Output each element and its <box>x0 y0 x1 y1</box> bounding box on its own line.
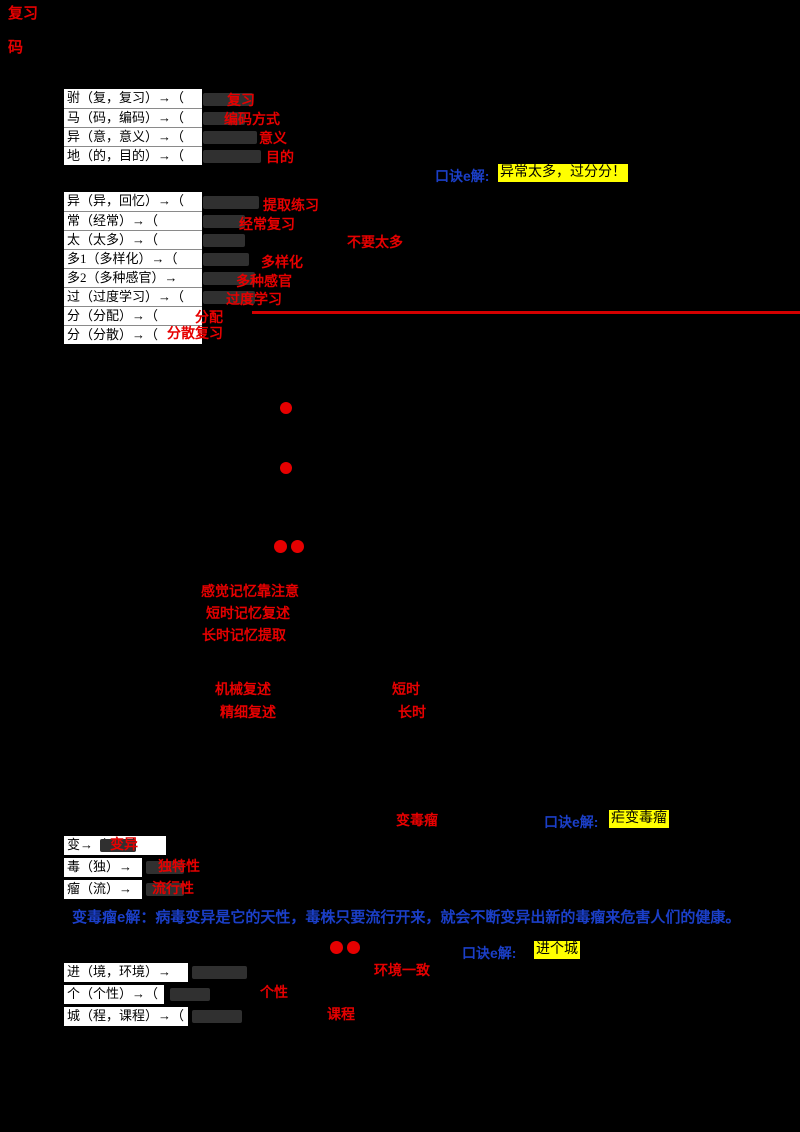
corner-note-1: 复习 <box>8 5 39 22</box>
handwritten-answer: 多种感官 <box>236 273 292 289</box>
red-note-line: 短时 <box>392 681 420 697</box>
red-note-line: 精细复述 <box>220 704 276 720</box>
handwritten-answer: 目的 <box>266 149 294 165</box>
handwritten-answer: 变异 <box>110 836 138 852</box>
mnemonic-cell: 个（个性）→（ <box>64 985 164 1004</box>
handwritten-answer: 不要太多 <box>347 234 403 250</box>
mnemonic-label: 口诀e解: <box>462 945 517 961</box>
mnemonic-label: 口诀e解: <box>435 168 490 184</box>
handwritten-answer: 环境一致 <box>374 962 430 978</box>
hidden-answer-box <box>146 883 184 896</box>
red-note-line: 长时记忆提取 <box>202 627 286 643</box>
mnemonic-cell: 常（经常）→（ <box>64 211 202 230</box>
mnemonic-cell: 毒（独）→ <box>64 858 142 877</box>
corner-note-2: 码 <box>8 39 24 56</box>
mnemonic-cell: 城（程，课程）→（ <box>64 1007 188 1026</box>
mnemonic-cell: 过（过度学习）→（ <box>64 287 202 306</box>
mnemonic-cell: 异（异，回忆）→（ <box>64 192 202 211</box>
handwritten-answer: 提取练习 <box>263 197 319 213</box>
hidden-answer-box <box>192 966 247 979</box>
handwritten-answer: 个性 <box>260 984 288 1000</box>
handwritten-answer: 分配 <box>195 309 223 325</box>
mnemonic-group-2: 异（异，回忆）→（ 常（经常）→（ 太（太多）→（ 多1（多样化）→（ 多2（多… <box>64 192 202 344</box>
mnemonic-cell: 异（意，意义）→（ <box>64 127 202 146</box>
handwritten-answer: 经常复习 <box>239 216 295 232</box>
red-dot <box>280 402 292 414</box>
handwritten-answer: 分散复习 <box>167 325 223 341</box>
hidden-answer-box <box>203 196 259 209</box>
red-dot <box>330 941 343 954</box>
highlight-note: 疟变毒瘤 <box>609 810 669 828</box>
hidden-answer-box <box>170 988 210 1001</box>
hidden-answer-box <box>203 291 255 304</box>
handwritten-answer: 编码方式 <box>224 111 280 127</box>
mnemonic-cell: 驸（复，复习）→（ <box>64 89 202 108</box>
red-dot <box>274 540 287 553</box>
red-note-line: 短时记忆复述 <box>206 605 290 621</box>
highlight-note: 异常太多，过分分！ <box>498 164 628 182</box>
mnemonic-cell: 多1（多样化）→（ <box>64 249 202 268</box>
red-note-line: 长时 <box>398 704 426 720</box>
hidden-answer-box <box>203 131 257 144</box>
mnemonic-cell: 多2（多种感官）→ <box>64 268 202 287</box>
mnemonic-cell: 进（境，环境）→ <box>64 963 188 982</box>
red-dot <box>291 540 304 553</box>
handwritten-answer: 独特性 <box>158 858 200 874</box>
red-note-line: 变毒瘤 <box>396 812 438 828</box>
highlight-note: 进个城 <box>534 941 580 959</box>
mnemonic-cell: 分（分配）→（ <box>64 306 202 325</box>
handwritten-answer: 复习 <box>227 92 255 108</box>
hidden-answer-box <box>203 234 245 247</box>
handwritten-answer: 多样化 <box>261 254 303 270</box>
hidden-answer-box <box>203 93 253 106</box>
mnemonic-cell: 马（码，编码）→（ <box>64 108 202 127</box>
hidden-answer-box <box>203 272 255 285</box>
hidden-answer-box <box>146 861 184 874</box>
handwritten-answer: 课程 <box>327 1006 355 1022</box>
red-note-line: 感觉记忆靠注意 <box>201 583 299 599</box>
handwritten-answer: 流行性 <box>152 880 194 896</box>
explanation-line: 变毒瘤e解：病毒变异是它的天性，毒株只要流行开来，就会不断变异出新的毒瘤来危害人… <box>72 909 741 926</box>
mnemonic-cell: 地（的，目的）→（ <box>64 146 202 165</box>
hidden-answer-box <box>192 1010 242 1023</box>
hidden-answer-box <box>100 839 136 852</box>
hidden-answer-box <box>203 150 261 163</box>
hidden-answer-box <box>203 215 245 228</box>
mnemonic-group-1: 驸（复，复习）→（ 马（码，编码）→（ 异（意，意义）→（ 地（的，目的）→（ <box>64 89 202 165</box>
red-underline <box>252 311 800 314</box>
red-note-line: 机械复述 <box>215 681 271 697</box>
hidden-answer-box <box>203 112 245 125</box>
mnemonic-label: 口诀e解: <box>544 814 599 830</box>
mnemonic-cell: 瘤（流）→ <box>64 880 142 899</box>
red-dot <box>280 462 292 474</box>
mnemonic-cell: 分（分散）→（ <box>64 325 202 344</box>
hidden-answer-box <box>203 253 249 266</box>
mnemonic-cell: 太（太多）→（ <box>64 230 202 249</box>
handwritten-answer: 意义 <box>259 130 287 146</box>
handwritten-answer: 过度学习 <box>226 291 282 307</box>
red-dot <box>347 941 360 954</box>
